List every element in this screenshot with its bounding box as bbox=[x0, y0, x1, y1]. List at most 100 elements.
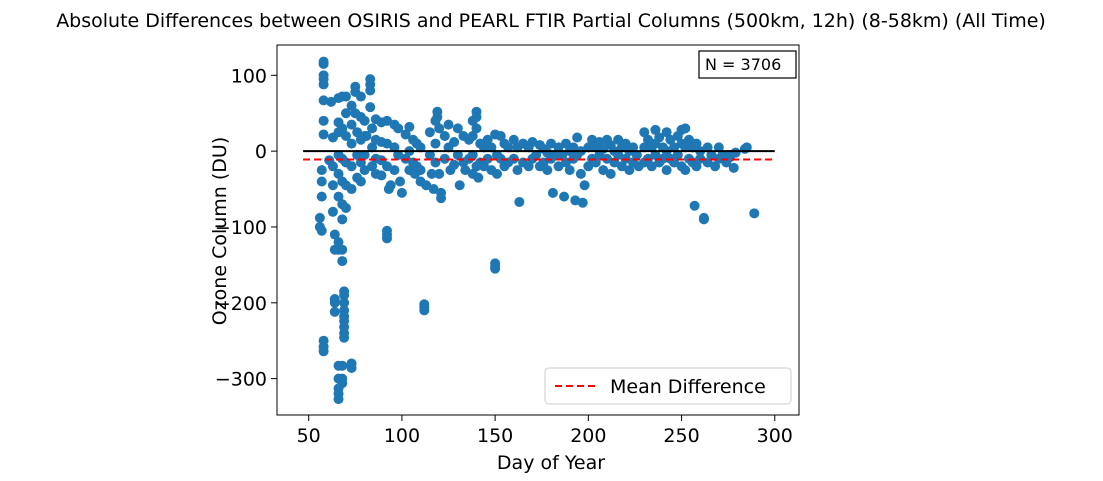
scatter-point bbox=[613, 134, 624, 145]
scatter-point bbox=[340, 108, 351, 119]
scatter-point bbox=[572, 132, 583, 143]
scatter-point bbox=[639, 142, 650, 153]
scatter-point bbox=[430, 138, 441, 149]
scatter-point bbox=[583, 161, 594, 172]
scatter-point bbox=[661, 127, 672, 138]
scatter-point bbox=[318, 95, 329, 106]
scatter-point bbox=[471, 112, 482, 123]
scatter-point bbox=[661, 165, 672, 176]
scatter-point bbox=[624, 165, 635, 176]
scatter-point bbox=[436, 193, 447, 204]
scatter-point bbox=[393, 123, 404, 134]
scatter-point bbox=[346, 138, 357, 149]
scatter-point bbox=[421, 180, 432, 191]
scatter-point bbox=[316, 225, 327, 236]
axes-frame bbox=[276, 44, 800, 416]
scatter-point bbox=[314, 212, 325, 223]
scatter-point bbox=[639, 127, 650, 138]
scatter-point bbox=[318, 129, 329, 140]
scatter-point bbox=[467, 149, 478, 160]
scatter-point bbox=[460, 165, 471, 176]
sample-count-annotation: N = 3706 bbox=[698, 50, 797, 79]
scatter-point bbox=[367, 161, 378, 172]
scatter-point bbox=[669, 142, 680, 153]
scatter-point bbox=[415, 165, 426, 176]
scatter-point bbox=[424, 149, 435, 160]
scatter-point bbox=[404, 121, 415, 132]
x-axis-label: Day of Year bbox=[497, 452, 605, 474]
scatter-point bbox=[616, 161, 627, 172]
scatter-point bbox=[385, 180, 396, 191]
scatter-point bbox=[508, 134, 519, 145]
scatter-point bbox=[337, 360, 348, 371]
y-axis-label: Ozone Column (DU) bbox=[209, 137, 231, 326]
scatter-point bbox=[337, 378, 348, 389]
x-tick-label: 250 bbox=[663, 425, 699, 447]
scatter-point bbox=[657, 153, 668, 164]
scatter-point bbox=[333, 394, 344, 405]
legend: Mean Difference bbox=[544, 367, 792, 405]
x-tick-label: 200 bbox=[570, 425, 606, 447]
scatter-point bbox=[326, 96, 337, 107]
scatter-point bbox=[352, 149, 363, 160]
scatter-point bbox=[339, 290, 350, 301]
scatter-point bbox=[698, 214, 709, 225]
scatter-point bbox=[443, 119, 454, 130]
x-tick-label: 50 bbox=[297, 425, 321, 447]
scatter-point bbox=[452, 149, 463, 160]
scatter-point bbox=[473, 172, 484, 183]
scatter-point bbox=[340, 203, 351, 214]
scatter-point bbox=[531, 149, 542, 160]
scatter-point bbox=[482, 153, 493, 164]
scatter-point bbox=[523, 161, 534, 172]
scatter-point bbox=[439, 130, 450, 141]
scatter-point bbox=[680, 165, 691, 176]
scatter-point bbox=[553, 142, 564, 153]
scatter-point bbox=[396, 187, 407, 198]
scatter-point bbox=[454, 180, 465, 191]
scatter-point bbox=[365, 85, 376, 96]
scatter-point bbox=[478, 142, 489, 153]
scatter-point bbox=[691, 138, 702, 149]
scatter-point bbox=[613, 149, 624, 160]
y-tick-label: −200 bbox=[215, 293, 267, 315]
legend-label-mean: Mean Difference bbox=[610, 376, 766, 398]
y-tick-label: 0 bbox=[255, 141, 267, 163]
scatter-point bbox=[559, 191, 570, 202]
scatter-point bbox=[389, 165, 400, 176]
scatter-point bbox=[449, 137, 460, 148]
scatter-point bbox=[381, 115, 392, 126]
scatter-point bbox=[503, 142, 514, 153]
scatter-point bbox=[439, 153, 450, 164]
scatter-point bbox=[346, 184, 357, 195]
scatter-series bbox=[314, 56, 760, 405]
scatter-point bbox=[400, 129, 411, 140]
scatter-point bbox=[318, 346, 329, 357]
scatter-point bbox=[381, 233, 392, 244]
scatter-point bbox=[495, 153, 506, 164]
scatter-point bbox=[579, 180, 590, 191]
scatter-point bbox=[365, 102, 376, 113]
scatter-point bbox=[706, 149, 717, 160]
scatter-point bbox=[568, 142, 579, 153]
axis-ticks: 50 100 150 200 250 300 100 0 −100 −200 −300 bbox=[215, 65, 793, 447]
scatter-point bbox=[329, 229, 340, 240]
scatter-point bbox=[333, 237, 344, 248]
scatter-point bbox=[346, 119, 357, 130]
scatter-point bbox=[710, 161, 721, 172]
scatter-point bbox=[428, 184, 439, 195]
x-tick-label: 100 bbox=[384, 425, 420, 447]
scatter-point bbox=[337, 244, 348, 255]
scatter-point bbox=[680, 123, 691, 134]
scatter-point bbox=[339, 297, 350, 308]
scatter-point bbox=[359, 165, 370, 176]
scatter-point bbox=[389, 142, 400, 153]
scatter-point bbox=[691, 161, 702, 172]
chart-title: Absolute Differences between OSIRIS and … bbox=[56, 10, 1046, 32]
scatter-point bbox=[359, 149, 370, 160]
scatter-point bbox=[367, 123, 378, 134]
scatter-point bbox=[631, 149, 642, 160]
scatter-point bbox=[327, 161, 338, 172]
x-tick-label: 150 bbox=[477, 425, 513, 447]
